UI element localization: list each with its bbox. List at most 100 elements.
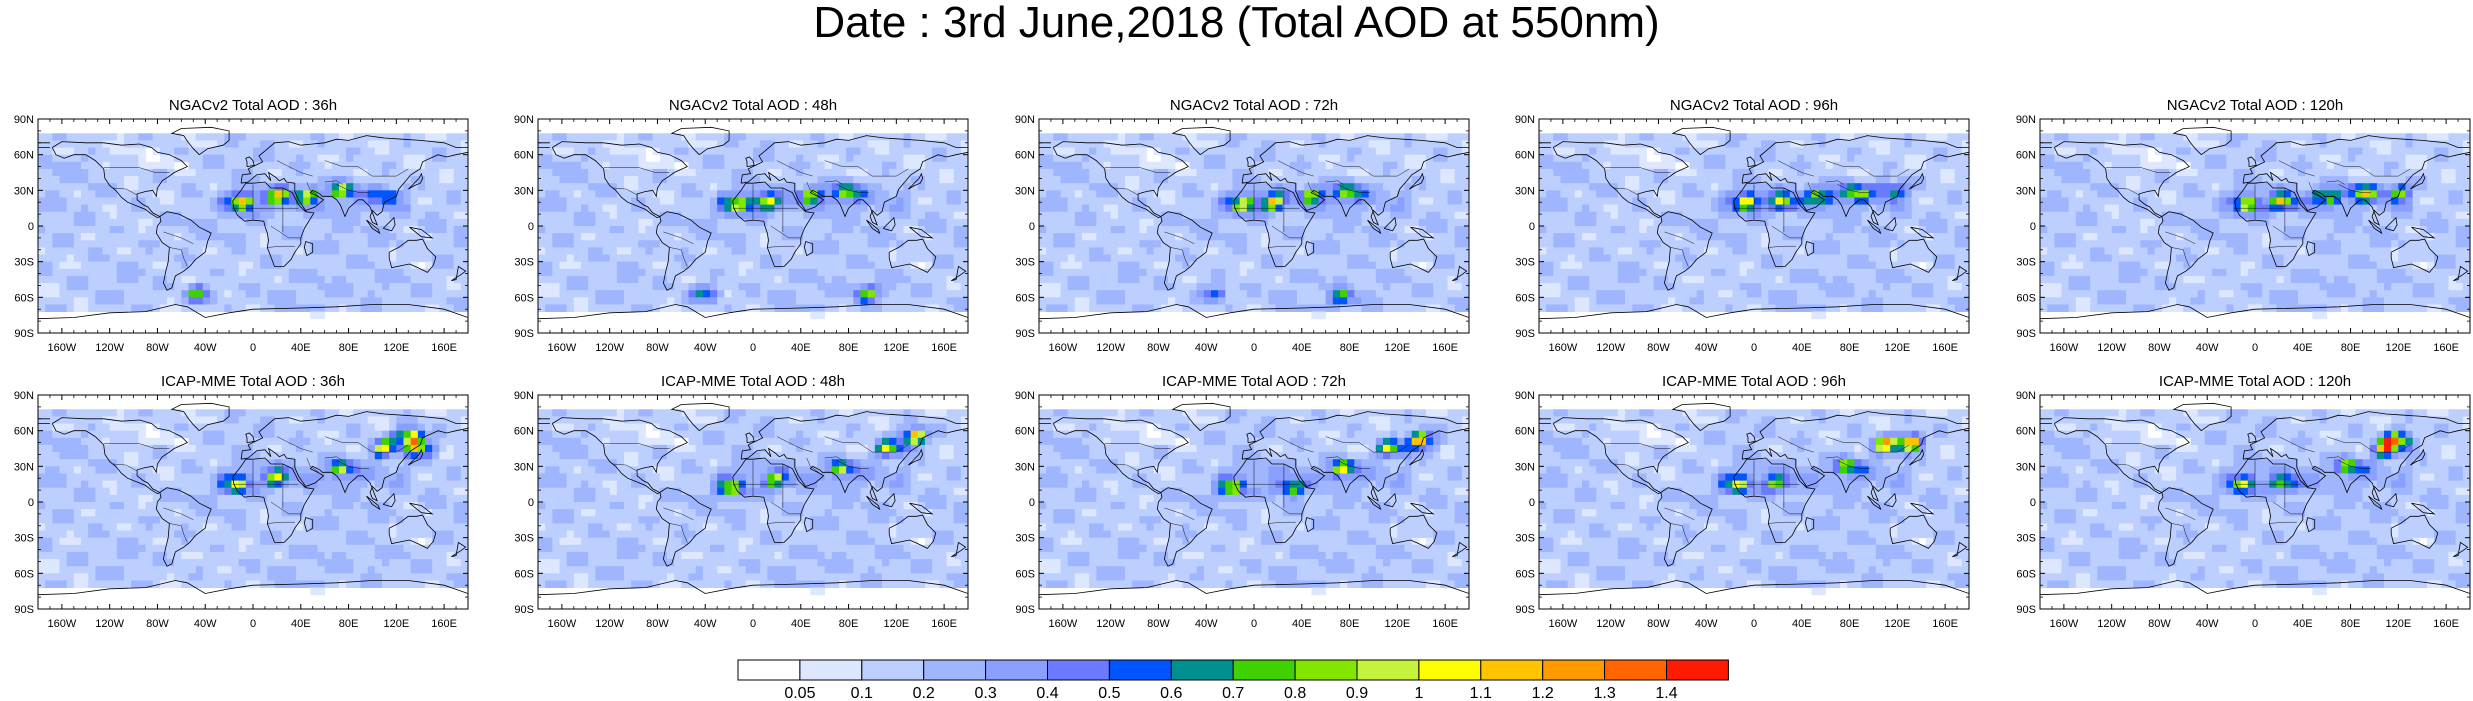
lon-tick-label: 40W [194, 618, 217, 630]
lon-tick-label: 120E [883, 618, 909, 630]
map-panel: ICAP-MME Total AOD : 36h 90N 60N 30N 0 30S 60S… [14, 373, 469, 630]
lon-tick-label: 120E [2385, 618, 2411, 630]
lon-tick-label: 40W [2196, 342, 2219, 354]
lon-tick-label: 120E [383, 342, 409, 354]
lon-tick-label: 80W [146, 342, 169, 354]
lon-tick-label: 40E [291, 618, 311, 630]
lat-tick-label: 90N [514, 114, 534, 126]
colorbar-swatch [799, 659, 863, 681]
lon-tick-label: 160W [1049, 618, 1078, 630]
lon-tick-label: 160E [1932, 342, 1958, 354]
lat-tick-label: 90N [1515, 114, 1535, 126]
lon-tick-label: 40E [1792, 342, 1812, 354]
lon-tick-label: 120E [1884, 342, 1910, 354]
lat-tick-label: 60S [1015, 568, 1035, 580]
lon-tick-label: 0 [2252, 618, 2258, 630]
lat-tick-label: 90N [1015, 114, 1035, 126]
lon-tick-label: 0 [1251, 618, 1257, 630]
lat-tick-label: 90N [14, 390, 34, 402]
lat-tick-label: 60N [2016, 150, 2036, 162]
lon-tick-label: 40E [1292, 618, 1312, 630]
figure-title: Date : 3rd June,2018 (Total AOD at 550nm… [813, 0, 1660, 47]
lat-tick-label: 30N [514, 185, 534, 197]
lon-tick-label: 40W [694, 342, 717, 354]
lat-tick-label: 30S [1515, 533, 1535, 545]
lon-tick-label: 80E [839, 342, 859, 354]
colorbar-label: 0.1 [851, 685, 873, 701]
lat-tick-label: 30N [14, 185, 34, 197]
coastlines [1039, 126, 1469, 320]
panel-title: NGACv2 Total AOD : 36h [169, 97, 337, 114]
lat-tick-label: 0 [28, 497, 34, 509]
lat-tick-label: 30N [14, 461, 34, 473]
lat-tick-label: 30S [1015, 257, 1035, 269]
colorbar-swatch [1480, 659, 1544, 681]
lon-tick-label: 80E [1340, 342, 1360, 354]
lon-tick-label: 40W [1195, 618, 1218, 630]
lat-tick-label: 60S [1515, 568, 1535, 580]
lon-tick-label: 40E [291, 342, 311, 354]
colorbar-label: 0.05 [784, 685, 815, 701]
map-panel: ICAP-MME Total AOD : 120h 90N 60N 30N 0 30S 60… [2016, 373, 2471, 630]
panel-title: ICAP-MME Total AOD : 96h [1662, 373, 1846, 390]
lat-tick-label: 30N [514, 461, 534, 473]
coastlines [1539, 126, 1969, 320]
lat-tick-label: 30S [1515, 257, 1535, 269]
coastlines [1039, 402, 1469, 596]
lon-tick-label: 40E [1292, 342, 1312, 354]
coastlines [538, 402, 968, 596]
coastlines [2040, 126, 2470, 320]
colorbar-swatch [1356, 659, 1420, 681]
colorbar-label: 0.3 [974, 685, 996, 701]
lon-tick-label: 160E [1932, 618, 1958, 630]
panel-title: NGACv2 Total AOD : 120h [2167, 97, 2343, 114]
lon-tick-label: 120W [95, 342, 124, 354]
aod-field [1039, 119, 1469, 333]
coastlines [38, 126, 468, 320]
lat-tick-label: 60N [514, 426, 534, 438]
colorbar-label: 1 [1414, 685, 1423, 701]
lat-tick-label: 60N [14, 426, 34, 438]
lat-tick-label: 90N [1515, 390, 1535, 402]
lat-tick-label: 90N [2016, 114, 2036, 126]
aod-field [1539, 395, 1969, 609]
aod-field [1539, 119, 1969, 333]
lon-tick-label: 80E [1340, 618, 1360, 630]
panel-title: ICAP-MME Total AOD : 120h [2159, 373, 2351, 390]
lon-tick-label: 120E [1384, 618, 1410, 630]
lat-tick-label: 30N [1015, 185, 1035, 197]
lat-tick-label: 60N [1515, 426, 1535, 438]
colorbar-swatch [1170, 659, 1234, 681]
lon-tick-label: 40E [2293, 342, 2313, 354]
colorbar-label: 0.9 [1346, 685, 1368, 701]
lon-tick-label: 120W [1096, 618, 1125, 630]
lat-tick-label: 30S [2016, 257, 2036, 269]
lon-tick-label: 120W [2097, 342, 2126, 354]
lat-tick-label: 90S [514, 604, 534, 616]
lat-tick-label: 0 [1529, 221, 1535, 233]
lat-tick-label: 0 [2030, 221, 2036, 233]
lat-tick-label: 30N [2016, 185, 2036, 197]
lon-tick-label: 160W [1549, 342, 1578, 354]
lat-tick-label: 60S [14, 292, 34, 304]
map-panel: ICAP-MME Total AOD : 96h 90N 60N 30N 0 30S 60S… [1515, 373, 1970, 630]
lat-tick-label: 60S [1015, 292, 1035, 304]
lon-tick-label: 120W [1096, 342, 1125, 354]
country-borders [1104, 160, 1410, 267]
aod-field [2040, 119, 2470, 333]
colorbar-swatch [985, 659, 1048, 681]
colorbar-label: 1.1 [1470, 685, 1492, 701]
lon-tick-label: 120E [383, 618, 409, 630]
lon-tick-label: 160W [1049, 342, 1078, 354]
colorbar-swatch [1232, 659, 1296, 681]
lon-tick-label: 80W [646, 342, 669, 354]
lon-tick-label: 80W [2148, 618, 2171, 630]
country-borders [2105, 160, 2411, 267]
lat-tick-label: 60S [2016, 568, 2036, 580]
aod-field [2040, 395, 2470, 609]
lat-tick-label: 60N [2016, 426, 2036, 438]
lon-tick-label: 80E [339, 342, 359, 354]
lon-tick-label: 40W [1695, 618, 1718, 630]
aod-field [538, 119, 968, 333]
colorbar-swatch [1666, 659, 1729, 681]
